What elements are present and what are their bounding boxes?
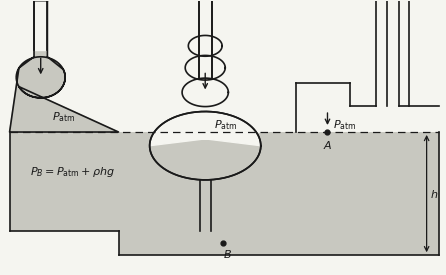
Polygon shape <box>182 78 228 107</box>
Text: $P_{\rm atm}$: $P_{\rm atm}$ <box>52 110 75 124</box>
Text: $h$: $h$ <box>430 188 438 200</box>
Text: $P_{\rm atm}$: $P_{\rm atm}$ <box>214 118 238 132</box>
Polygon shape <box>185 56 225 80</box>
Polygon shape <box>34 1 47 50</box>
Polygon shape <box>9 1 119 132</box>
Polygon shape <box>188 35 222 56</box>
Text: $P_B = P_{\rm atm} + \rho hg$: $P_B = P_{\rm atm} + \rho hg$ <box>29 165 115 179</box>
Bar <box>119 132 438 255</box>
Bar <box>9 132 119 230</box>
Polygon shape <box>200 180 211 230</box>
Polygon shape <box>150 111 261 180</box>
Text: $B$: $B$ <box>223 248 232 260</box>
Polygon shape <box>399 1 409 106</box>
Polygon shape <box>376 1 387 106</box>
Text: $A$: $A$ <box>323 139 332 151</box>
Polygon shape <box>150 111 261 146</box>
Polygon shape <box>198 1 212 78</box>
Text: $P_{\rm atm}$: $P_{\rm atm}$ <box>333 118 357 132</box>
